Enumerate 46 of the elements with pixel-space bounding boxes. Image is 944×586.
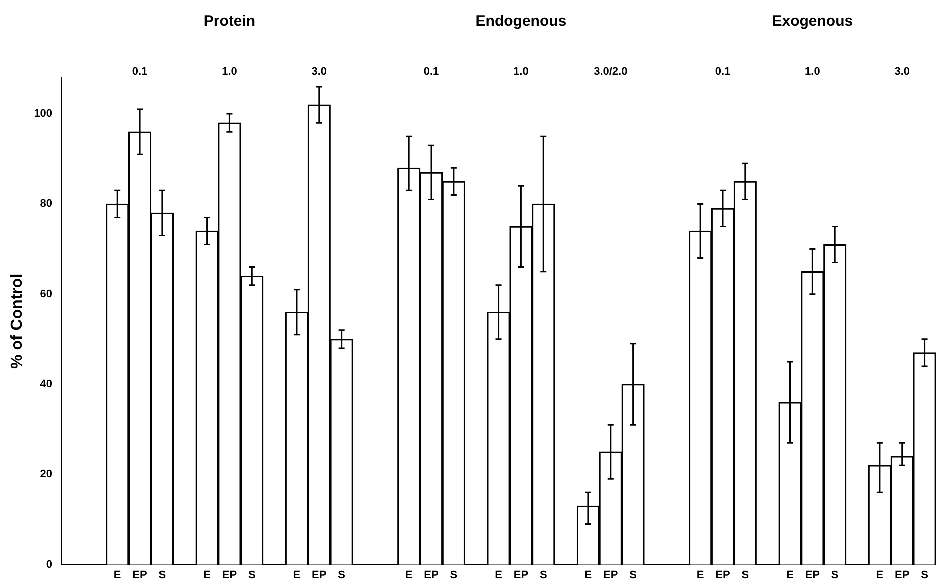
y-tick-label: 0 bbox=[46, 558, 53, 571]
annotation: 0.1 bbox=[715, 66, 731, 78]
x-tick-label: S bbox=[540, 569, 548, 582]
annotation: 0.1 bbox=[132, 66, 148, 78]
x-tick-label: EP bbox=[312, 569, 327, 582]
x-tick-label: EP bbox=[222, 569, 238, 582]
x-tick-label: S bbox=[248, 569, 256, 582]
y-tick-label: 60 bbox=[40, 288, 53, 300]
x-tick-label: EP bbox=[604, 569, 618, 582]
annotation: 1.0 bbox=[805, 66, 820, 78]
x-tick-label: E bbox=[584, 569, 592, 582]
x-tick-label: S bbox=[338, 569, 346, 582]
x-tick-label: S bbox=[158, 569, 166, 582]
x-tick-label: S bbox=[450, 569, 458, 582]
x-tick-label: E bbox=[204, 569, 211, 582]
text: Exogenous bbox=[772, 13, 854, 30]
x-tick-label: EP bbox=[716, 569, 730, 582]
x-tick-label: EP bbox=[895, 569, 910, 582]
annotation: 3.0 bbox=[894, 66, 910, 78]
y-tick-label: 20 bbox=[40, 468, 53, 481]
x-tick-label: E bbox=[876, 569, 884, 582]
annotation: 1.0 bbox=[514, 66, 529, 78]
x-tick-label: S bbox=[630, 569, 637, 582]
x-tick-label: S bbox=[921, 569, 928, 582]
y-axis-title: % of Control bbox=[9, 274, 26, 369]
x-tick-label: E bbox=[293, 569, 301, 582]
text: Endogenous bbox=[476, 13, 567, 30]
text: Protein bbox=[204, 13, 256, 30]
x-tick-label: E bbox=[114, 569, 122, 582]
x-tick-label: E bbox=[786, 569, 794, 582]
annotation: 3.0 bbox=[312, 66, 328, 78]
annotation: 3.0/2.0 bbox=[594, 66, 628, 78]
x-tick-label: S bbox=[742, 569, 750, 582]
x-tick-label: EP bbox=[805, 569, 820, 582]
x-tick-label: S bbox=[831, 569, 839, 582]
annotation: 1.0 bbox=[222, 66, 238, 78]
x-tick-label: E bbox=[696, 569, 704, 582]
x-tick-label: E bbox=[405, 569, 413, 582]
x-tick-label: EP bbox=[132, 569, 148, 582]
y-tick-label: 80 bbox=[40, 198, 53, 210]
y-tick-label: 100 bbox=[34, 108, 53, 120]
x-tick-label: EP bbox=[514, 569, 529, 582]
annotation: 0.1 bbox=[424, 66, 440, 78]
x-tick-label: EP bbox=[424, 569, 439, 582]
y-tick-label: 40 bbox=[40, 378, 53, 391]
x-tick-label: E bbox=[495, 569, 502, 582]
